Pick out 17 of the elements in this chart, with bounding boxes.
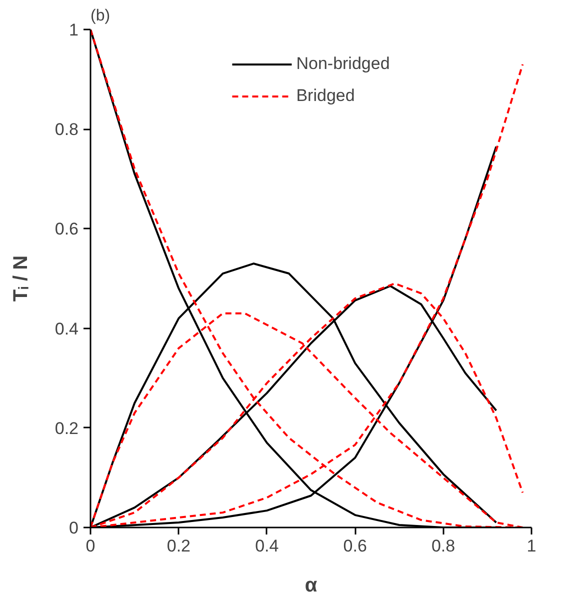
x-tick-label: 0.2	[166, 536, 191, 556]
legend-label: Bridged	[296, 86, 355, 106]
x-tick-label: 0.4	[255, 536, 279, 556]
legend-label: Non-bridged	[296, 54, 390, 74]
y-tick-label: 0.2	[54, 418, 79, 438]
x-axis-title: α	[304, 574, 318, 596]
x-tick-label: 0	[86, 536, 96, 556]
y-tick-label: 1	[69, 20, 79, 40]
chart-title: (b)	[90, 8, 110, 24]
y-tick-label: 0.8	[54, 120, 79, 140]
y-tick-label: 0.6	[54, 220, 79, 239]
x-tick-label: 1	[526, 536, 536, 556]
x-tick-label: 0.8	[431, 536, 456, 556]
y-tick-label: 0.4	[54, 319, 79, 338]
x-tick-label: 0.6	[343, 536, 367, 556]
y-axis-title: Tᵢ / N	[10, 255, 32, 302]
y-tick-label: 0	[69, 518, 79, 538]
